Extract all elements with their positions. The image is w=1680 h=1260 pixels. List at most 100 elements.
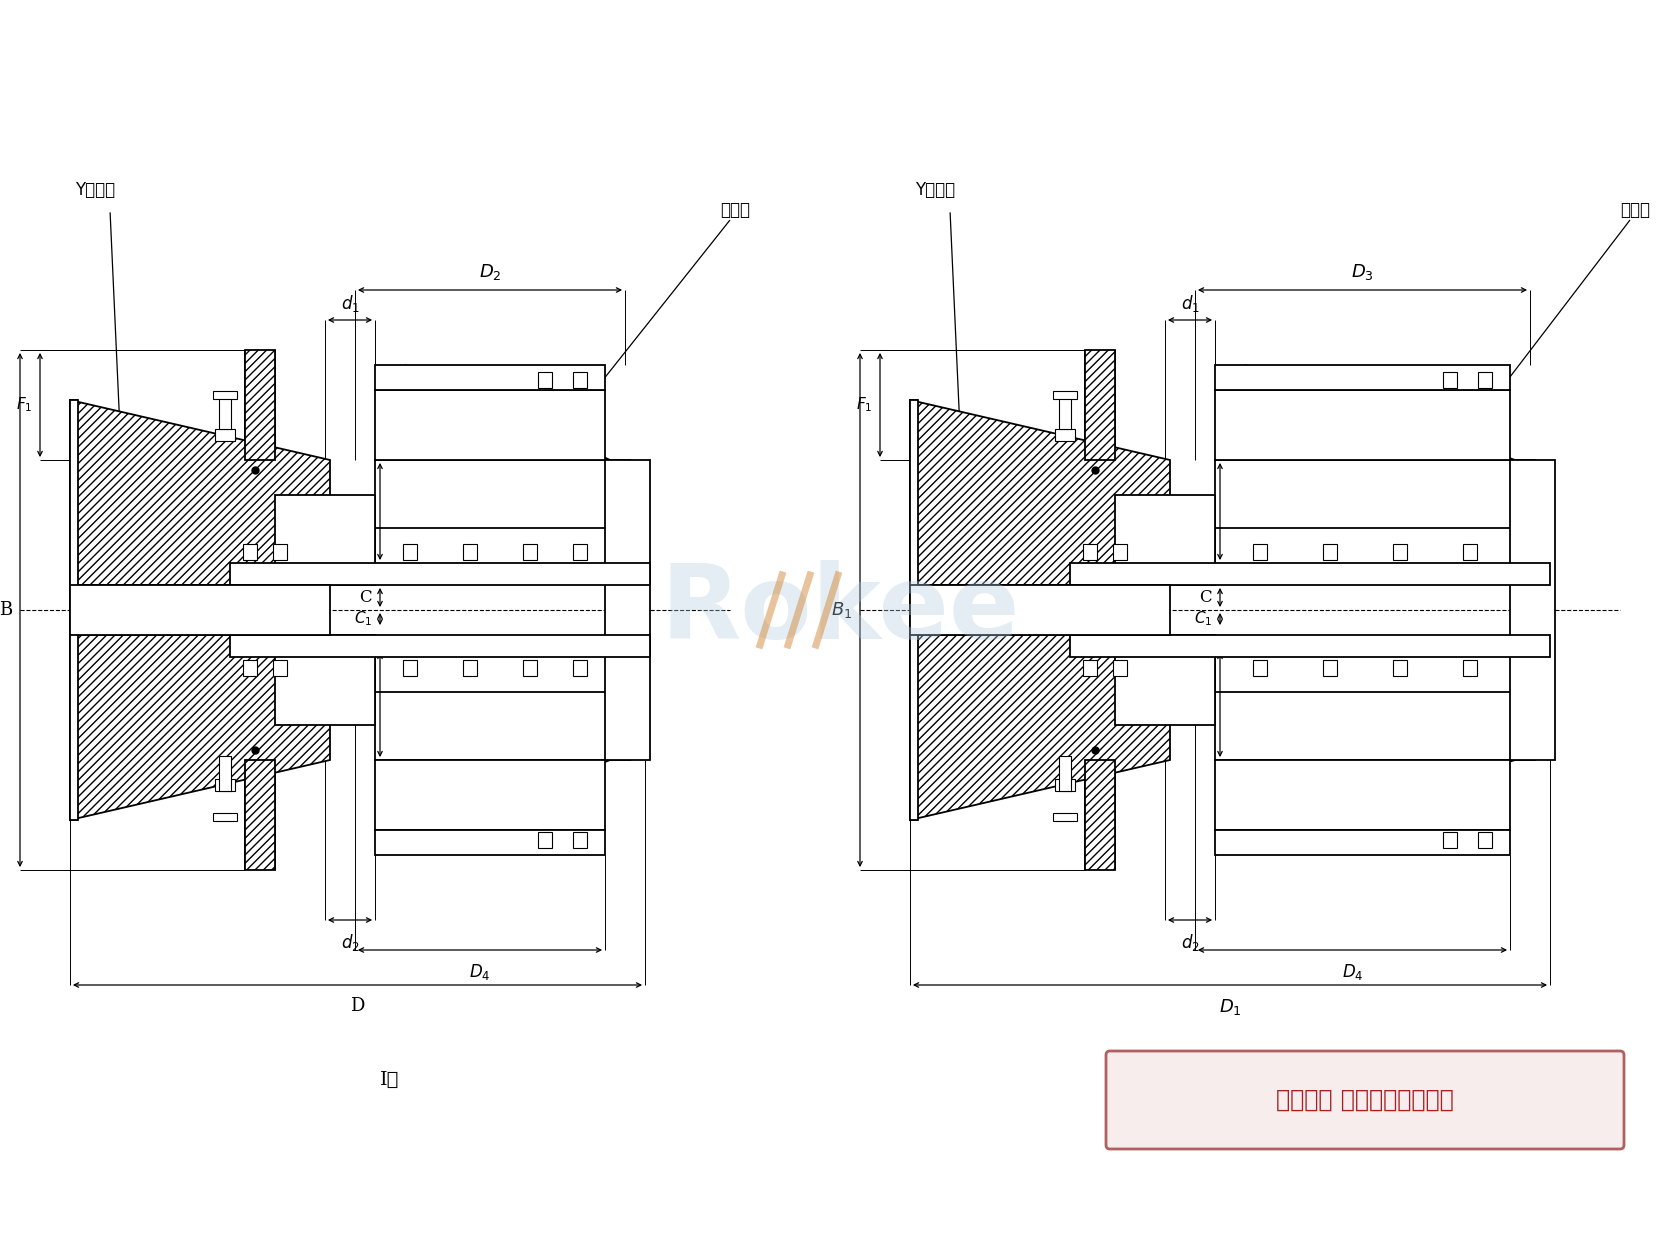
Bar [1055,779,1075,791]
Text: $D_1$: $D_1$ [1218,997,1242,1017]
Bar [1253,660,1267,677]
Bar [538,832,553,848]
Text: C: C [360,588,371,606]
Bar [1070,563,1551,585]
Bar [375,830,605,856]
Bar [1215,365,1510,391]
Bar [213,813,237,822]
Bar [1058,394,1072,428]
Bar [244,660,257,677]
Text: I型: I型 [380,1071,400,1089]
Bar [71,585,329,635]
Bar [375,365,605,391]
Bar [1393,544,1408,559]
Bar [522,660,538,677]
Text: $C_1$: $C_1$ [353,610,371,629]
Bar [1215,830,1510,856]
Bar [1055,428,1075,441]
Text: B: B [0,601,12,619]
Text: $F_1$: $F_1$ [15,396,32,415]
Text: C: C [1200,588,1211,606]
Text: L: L [361,697,371,713]
Bar [245,760,276,869]
Polygon shape [71,399,329,585]
Text: $D_4$: $D_4$ [1342,961,1362,982]
Bar [1443,832,1457,848]
Bar [1058,756,1072,791]
Text: 注油孔: 注油孔 [1620,202,1650,219]
Bar [71,399,77,820]
Bar [573,660,586,677]
Bar [1084,660,1097,677]
Text: $D_3$: $D_3$ [1351,262,1374,282]
Bar [272,660,287,677]
Bar [403,544,417,559]
Text: $d_1$: $d_1$ [1181,294,1200,314]
Polygon shape [71,635,329,820]
Bar [245,350,276,460]
Bar [464,660,477,677]
Bar [1443,372,1457,388]
Bar [538,372,553,388]
Text: L: L [361,503,371,520]
Bar [1324,660,1337,677]
Bar [911,585,1169,635]
Bar [276,495,375,585]
Bar [1085,760,1116,869]
Bar [464,544,477,559]
Bar [375,391,605,460]
Text: D: D [351,997,365,1016]
Bar [1114,544,1127,559]
Bar [1463,660,1477,677]
Bar [272,544,287,559]
Bar [276,635,375,724]
Polygon shape [911,399,1169,585]
Text: 版权所有 侵权必被严厉追究: 版权所有 侵权必被严厉追究 [1277,1087,1453,1113]
Bar [1215,760,1510,830]
Bar [1116,635,1215,724]
Bar [1114,660,1127,677]
Bar [573,372,586,388]
Text: L: L [1201,503,1211,520]
Bar [911,399,917,820]
Polygon shape [911,635,1169,820]
Bar [1253,544,1267,559]
Bar [1215,460,1536,528]
Text: $d_1$: $d_1$ [341,294,360,314]
Bar [1053,813,1077,822]
Bar [1084,544,1097,559]
Text: Y型轴孔: Y型轴孔 [76,181,116,199]
Bar [230,563,650,585]
Text: $D_2$: $D_2$ [479,262,501,282]
FancyBboxPatch shape [1105,1051,1625,1149]
Bar [230,635,650,656]
Bar [1070,635,1551,656]
Bar [215,779,235,791]
Text: $d_2$: $d_2$ [1181,932,1200,953]
Bar [1053,391,1077,399]
Bar [215,428,235,441]
Bar [244,544,257,559]
Bar [1215,692,1536,760]
Bar [403,660,417,677]
Text: $C_1$: $C_1$ [1193,610,1211,629]
Bar [218,756,232,791]
Bar [1478,832,1492,848]
Bar [1116,495,1215,585]
Text: 注油孔: 注油孔 [721,202,749,219]
Text: L: L [1201,697,1211,713]
Text: Y型轴孔: Y型轴孔 [916,181,956,199]
Text: Rokee: Rokee [660,559,1020,660]
Bar [1085,350,1116,460]
Text: $d_2$: $d_2$ [341,932,360,953]
Text: $F_1$: $F_1$ [855,396,872,415]
Bar [218,394,232,428]
Bar [213,391,237,399]
Bar [375,760,605,830]
Bar [605,460,650,760]
Bar [522,544,538,559]
Bar [1215,391,1510,460]
Text: $B_1$: $B_1$ [832,600,852,620]
Bar [1393,660,1408,677]
Bar [1510,460,1556,760]
